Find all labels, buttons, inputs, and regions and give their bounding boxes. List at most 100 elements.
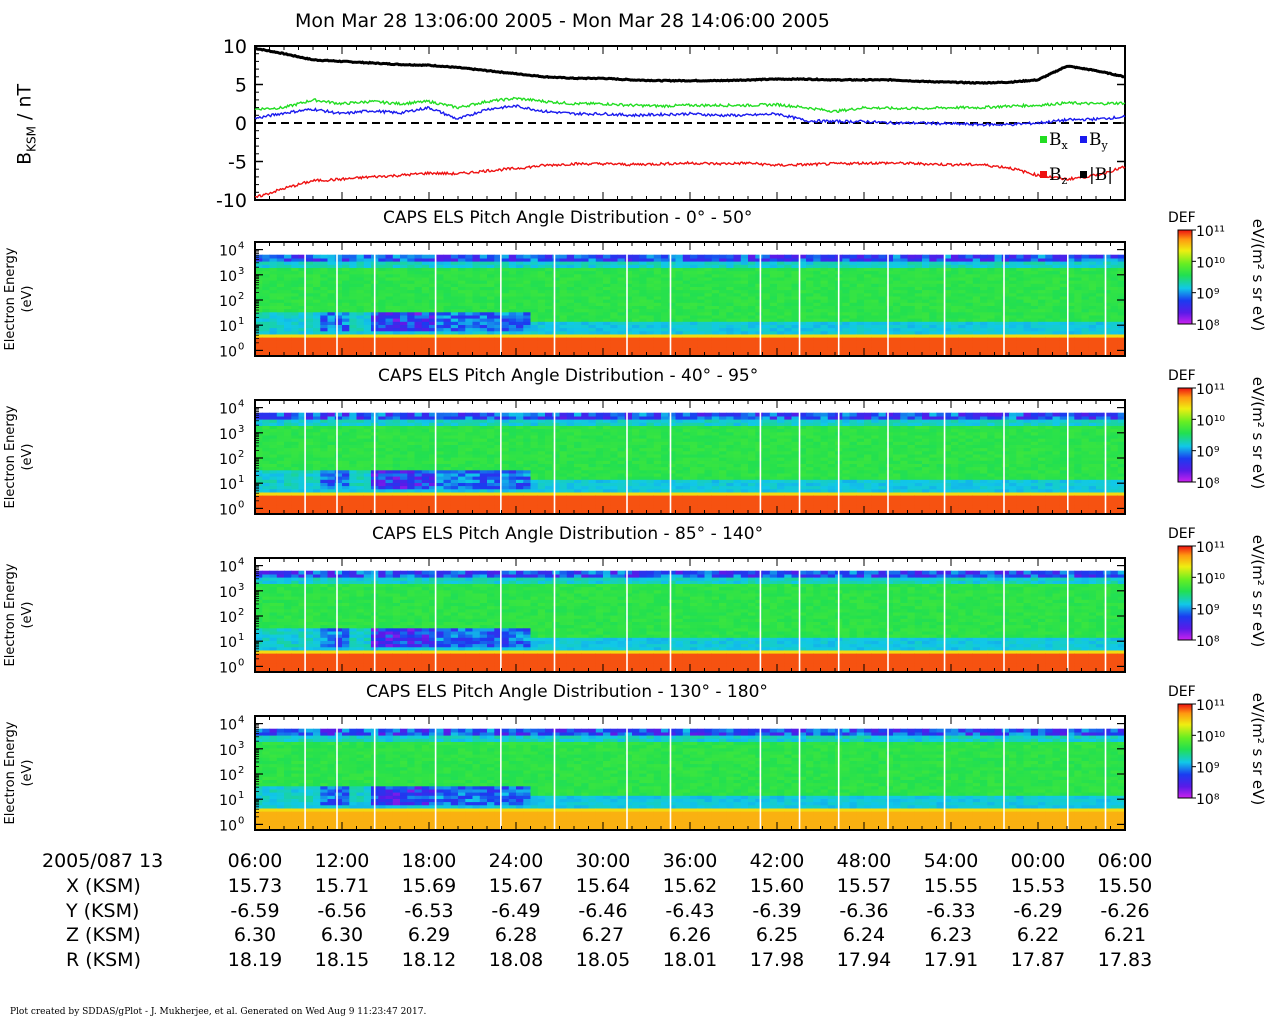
- heatmap-cell: [682, 283, 691, 287]
- heatmap-cell: [501, 299, 510, 303]
- heatmap-cell: [349, 444, 358, 449]
- heatmap-cell: [414, 305, 423, 310]
- heatmap-cell: [342, 273, 350, 278]
- heatmap-cell: [682, 311, 691, 316]
- heatmap-cell: [965, 286, 974, 291]
- heatmap-cell: [487, 261, 495, 265]
- heatmap-cell: [320, 495, 329, 499]
- heatmap-cell: [806, 270, 814, 275]
- heatmap-cell: [400, 340, 408, 344]
- heatmap-cell: [682, 308, 691, 313]
- heatmap-cell: [951, 327, 959, 332]
- heatmap-cell: [443, 257, 452, 262]
- heatmap-cell: [400, 286, 408, 291]
- heatmap-cell: [929, 314, 938, 319]
- heatmap-cell: [262, 314, 271, 319]
- heatmap-cell: [588, 327, 597, 332]
- heatmap-cell: [748, 302, 756, 306]
- heatmap-cell: [356, 305, 365, 310]
- heatmap-cell: [798, 273, 807, 278]
- heatmap-cell: [443, 321, 452, 325]
- heatmap-cell: [421, 324, 430, 329]
- heatmap-cell: [1009, 352, 1017, 357]
- heatmap-cell: [458, 276, 466, 281]
- heatmap-cell: [922, 324, 930, 329]
- heatmap-cell: [385, 264, 394, 268]
- heatmap-cell: [552, 295, 561, 300]
- heatmap-cell: [501, 286, 510, 291]
- heatmap-cell: [378, 444, 387, 449]
- heatmap-cell: [893, 261, 901, 265]
- heatmap-cell: [421, 261, 430, 265]
- heatmap-cell: [740, 327, 749, 332]
- heatmap-cell: [400, 270, 408, 275]
- heatmap-cell: [893, 286, 901, 291]
- heatmap-cell: [668, 292, 677, 297]
- heatmap-cell: [414, 352, 423, 357]
- heatmap-cell: [726, 264, 735, 268]
- heatmap-cell: [726, 333, 735, 338]
- heatmap-cell: [566, 302, 575, 306]
- heatmap-cell: [298, 510, 307, 515]
- heatmap-cell: [574, 280, 582, 284]
- heatmap-cell: [537, 280, 546, 284]
- heatmap-cell: [733, 308, 742, 313]
- heatmap-cell: [400, 292, 408, 297]
- heatmap-cell: [646, 330, 655, 335]
- heatmap-cell: [1052, 286, 1061, 291]
- heatmap-cell: [581, 314, 590, 319]
- heatmap-cell: [313, 299, 321, 303]
- heatmap-cell: [429, 283, 437, 287]
- heatmap-cell: [798, 343, 807, 348]
- heatmap-cell: [305, 422, 314, 426]
- heatmap-cell: [588, 343, 597, 348]
- heatmap-cell: [690, 273, 698, 278]
- heatmap-cell: [1016, 286, 1025, 291]
- heatmap-cell: [639, 276, 648, 281]
- heatmap-cell: [508, 286, 517, 291]
- heatmap-cell: [356, 333, 365, 338]
- heatmap-cell: [1001, 280, 1010, 284]
- heatmap-cell: [262, 292, 271, 297]
- heatmap-cell: [269, 305, 278, 310]
- heatmap-cell: [305, 261, 314, 265]
- heatmap-cell: [885, 305, 894, 310]
- heatmap-cell: [624, 308, 633, 313]
- heatmap-cell: [472, 318, 481, 322]
- heatmap-cell: [327, 453, 336, 458]
- heatmap-cell: [327, 501, 336, 506]
- heatmap-cell: [530, 321, 539, 325]
- heatmap-cell: [342, 491, 350, 496]
- heatmap-cell: [378, 466, 387, 471]
- heatmap-cell: [255, 333, 263, 338]
- heatmap-cell: [646, 314, 655, 319]
- heatmap-cell: [1096, 276, 1104, 281]
- heatmap-cell: [385, 479, 394, 483]
- heatmap-cell: [900, 261, 909, 265]
- heatmap-cell: [653, 346, 662, 351]
- heatmap-cell: [748, 283, 756, 287]
- heatmap-cell: [414, 295, 423, 300]
- heatmap-cell: [827, 276, 836, 281]
- heatmap-cell: [349, 415, 358, 420]
- heatmap-cell: [624, 352, 633, 357]
- heatmap-cell: [632, 308, 640, 313]
- heatmap-cell: [994, 267, 1003, 272]
- data-gap: [943, 242, 946, 356]
- heatmap-cell: [334, 295, 343, 300]
- heatmap-cell: [574, 286, 582, 291]
- heatmap-cell: [951, 340, 959, 344]
- heatmap-cell: [1067, 324, 1075, 329]
- heatmap-cell: [450, 295, 459, 300]
- bfield-ytick-label: -10: [216, 190, 247, 212]
- heatmap-cell: [639, 314, 648, 319]
- heatmap-cell: [697, 318, 706, 322]
- heatmap-cell: [508, 305, 517, 310]
- heatmap-cell: [929, 349, 938, 354]
- heatmap-cell: [400, 457, 408, 461]
- heatmap-cell: [414, 346, 423, 351]
- heatmap-cell: [392, 463, 401, 468]
- heatmap-cell: [943, 337, 952, 341]
- heatmap-cell: [450, 264, 459, 268]
- heatmap-cell: [537, 327, 546, 332]
